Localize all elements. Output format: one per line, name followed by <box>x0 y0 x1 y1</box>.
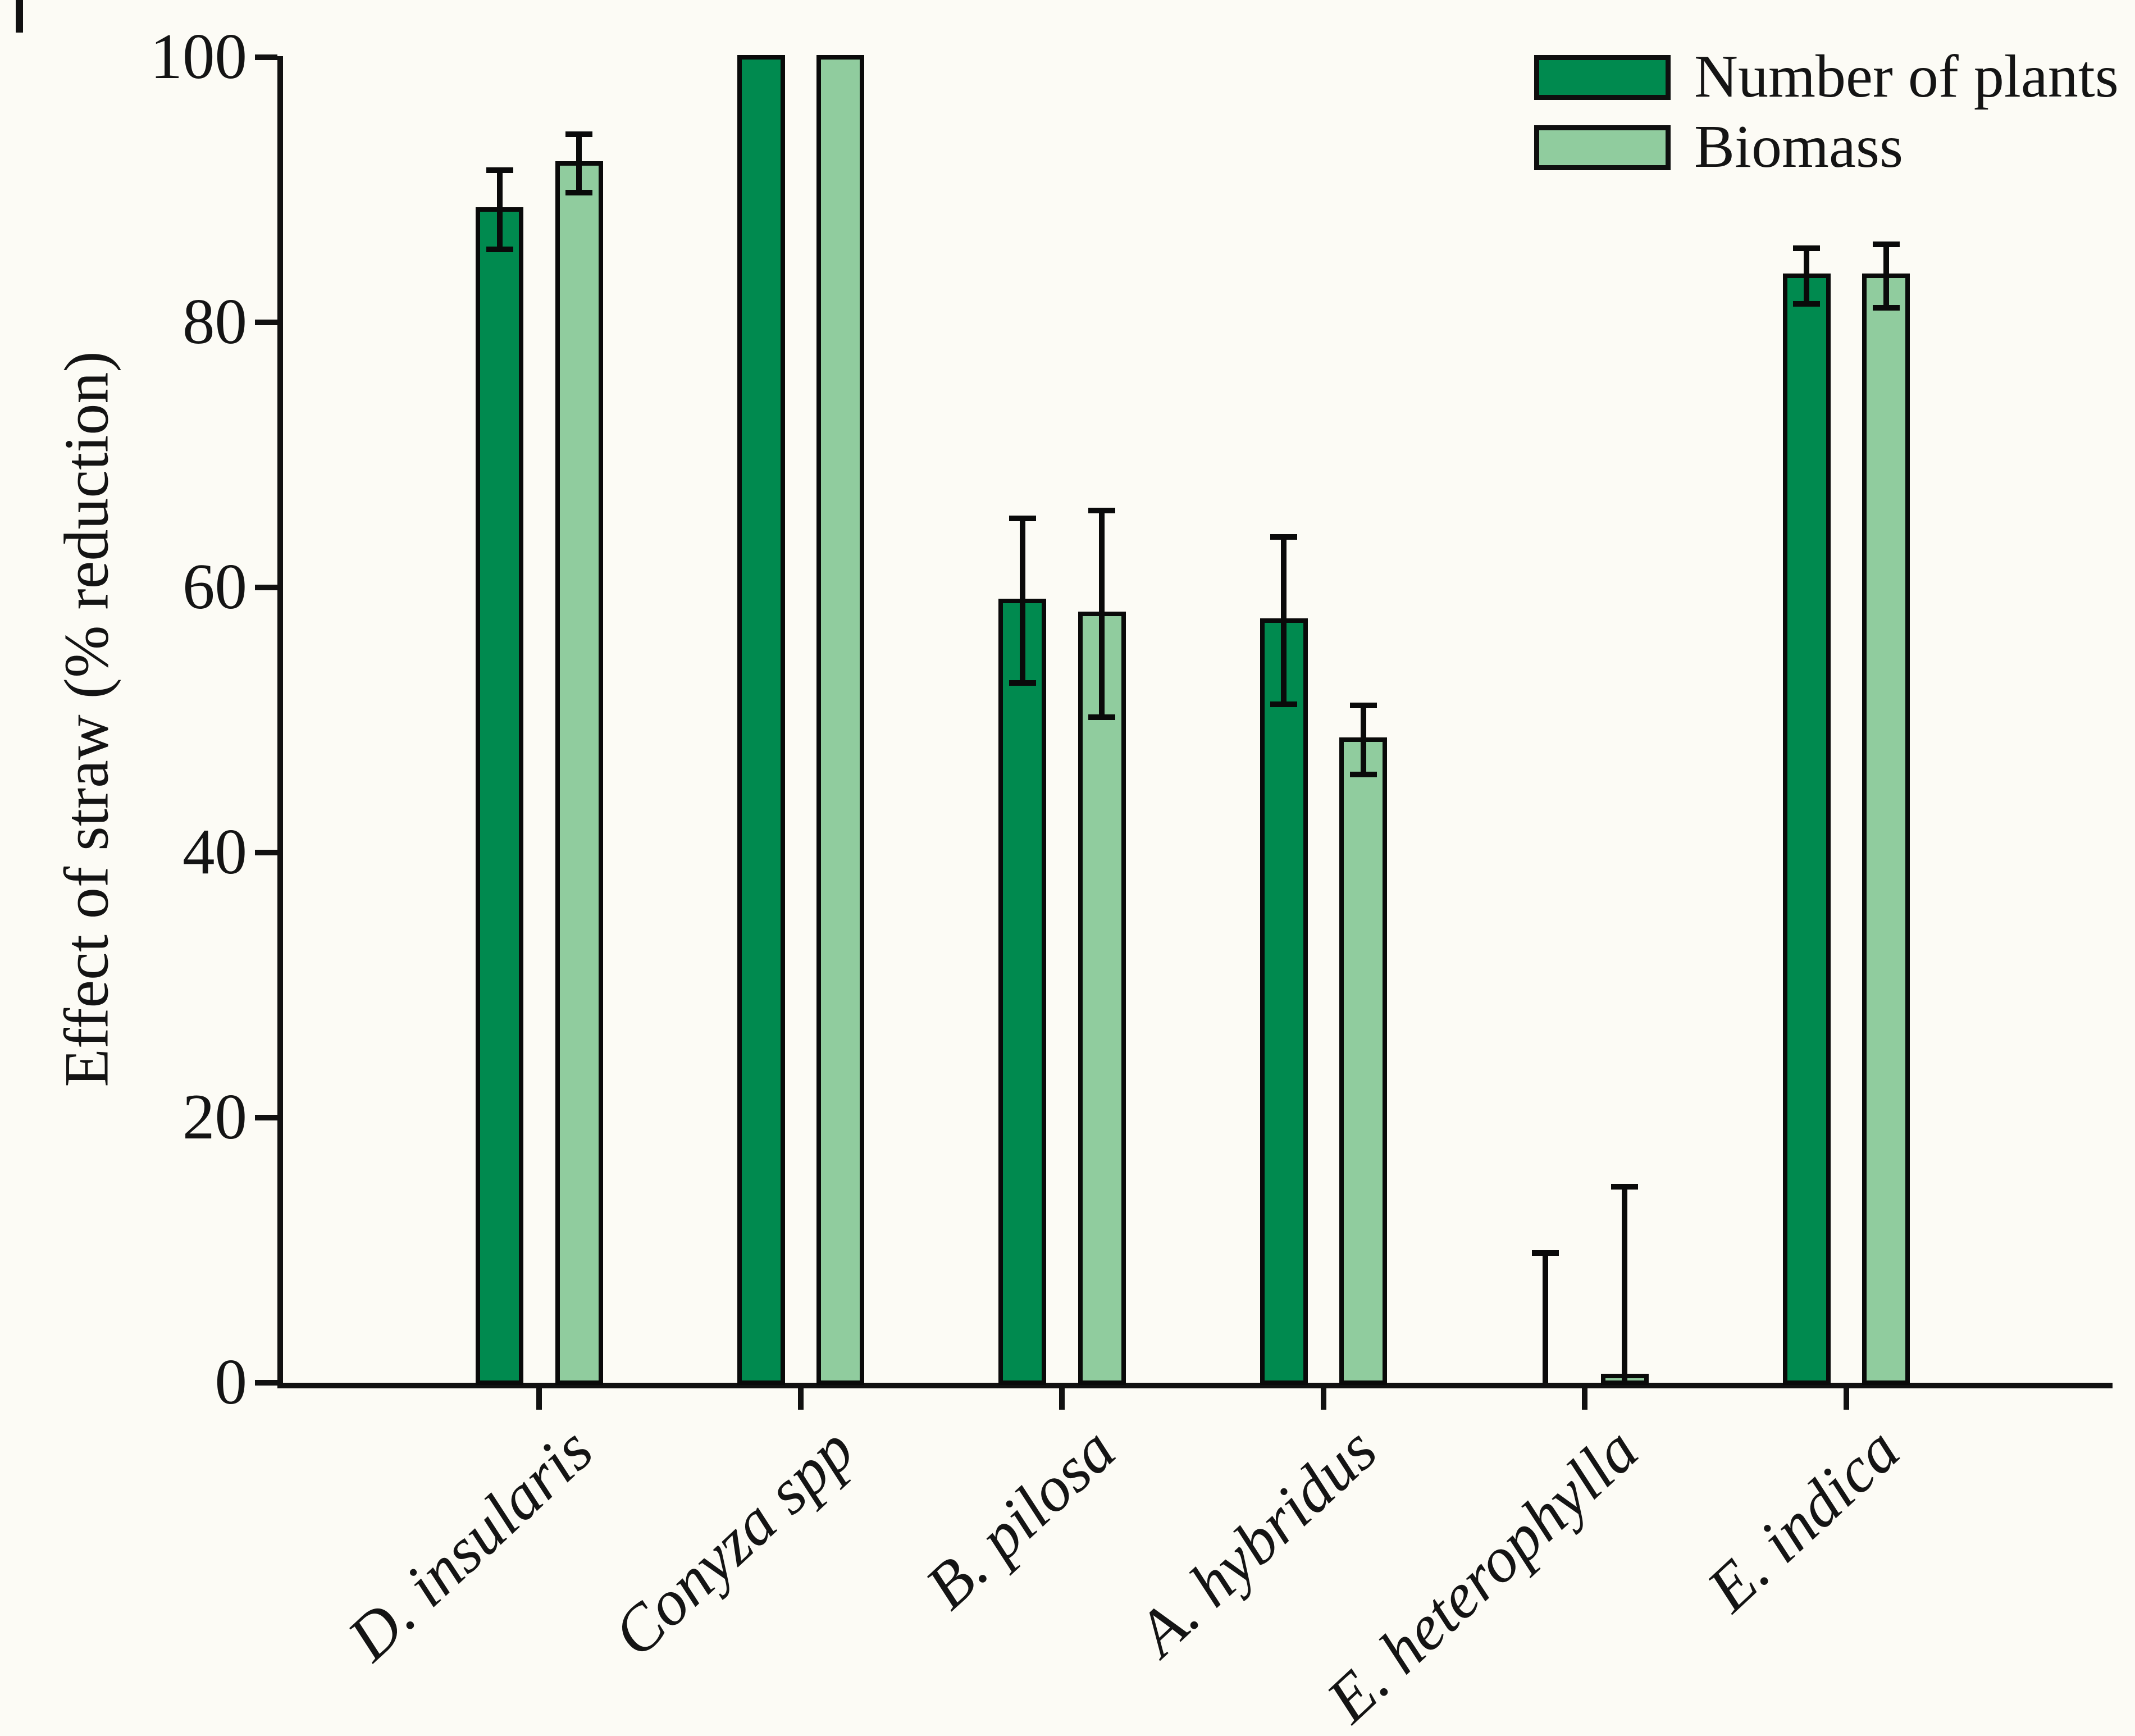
error-bar-top-cap <box>486 167 513 173</box>
error-bar-top-cap <box>1088 508 1115 514</box>
error-bar-line <box>1281 537 1287 704</box>
bar-biomass <box>555 161 603 1385</box>
y-tick <box>255 1115 277 1120</box>
x-tick <box>536 1388 542 1410</box>
error-bar-top-cap <box>1009 516 1036 522</box>
x-tick <box>1059 1388 1065 1410</box>
y-tick-label: 0 <box>215 1346 248 1418</box>
x-category-label: Conyza spp <box>599 1414 868 1670</box>
error-bar-top-cap <box>1270 534 1297 540</box>
error-bar-line <box>496 170 503 250</box>
x-category-label: E. indica <box>1694 1414 1913 1625</box>
error-bar-line <box>1622 1186 1627 1383</box>
error-bar-top-cap <box>1793 245 1820 251</box>
error-bar-bottom-cap <box>1872 305 1900 311</box>
error-bar-bottom-cap <box>1270 701 1297 707</box>
y-tick <box>255 585 277 590</box>
y-axis-title: Effect of straw (% reduction) <box>52 350 122 1087</box>
error-bar-top-cap <box>1611 1183 1638 1190</box>
error-bar-line <box>1360 705 1366 774</box>
error-bar-bottom-cap <box>565 189 592 195</box>
y-axis-line <box>277 56 283 1388</box>
y-tick-label: 40 <box>183 816 247 887</box>
legend-swatch-number-of-plants <box>1534 55 1671 100</box>
y-tick <box>255 320 277 325</box>
x-category-label: D. insularis <box>334 1414 606 1674</box>
x-category-label: B. pilosa <box>912 1414 1129 1623</box>
y-tick-label: 20 <box>183 1081 247 1152</box>
bar-number-of-plants <box>737 55 785 1385</box>
y-tick <box>255 1380 277 1386</box>
x-tick <box>1320 1388 1326 1410</box>
x-axis-line <box>277 1383 2113 1388</box>
error-bar-top-cap <box>1349 703 1377 709</box>
error-bar-top-cap <box>565 131 592 137</box>
error-bar-bottom-cap <box>1088 714 1115 721</box>
error-bar-bottom-cap <box>486 247 513 253</box>
bar-biomass <box>816 55 864 1385</box>
bar-number-of-plants <box>998 599 1046 1385</box>
x-tick <box>797 1388 804 1410</box>
y-tick-label: 80 <box>183 286 247 357</box>
error-bar-line <box>1019 518 1025 683</box>
bar-biomass <box>1862 274 1910 1385</box>
error-bar-line <box>576 134 582 193</box>
legend-label-number-of-plants: Number of plants <box>1694 43 2119 110</box>
y-tick-label: 60 <box>183 551 247 622</box>
y-tick-label: 100 <box>150 21 248 92</box>
bar-biomass <box>1078 612 1126 1385</box>
y-axis-title-column: Effect of straw (% reduction) <box>39 56 135 1382</box>
error-bar-line <box>1804 248 1809 304</box>
legend-label-biomass: Biomass <box>1694 113 1904 180</box>
x-tick <box>1843 1388 1849 1410</box>
x-tick <box>1582 1388 1587 1410</box>
y-tick <box>255 54 277 60</box>
error-bar-bottom-cap <box>1009 680 1036 686</box>
legend-swatch-biomass <box>1534 125 1671 170</box>
error-bar-bottom-cap <box>1793 300 1820 307</box>
error-bar-bottom-cap <box>1349 771 1377 777</box>
y-tick <box>255 850 277 855</box>
error-bar-line <box>1542 1252 1548 1383</box>
x-category-label: A. hybridus <box>1123 1414 1390 1669</box>
error-bar-line <box>1099 511 1105 718</box>
bar-number-of-plants <box>476 207 523 1385</box>
error-bar-line <box>1883 244 1889 308</box>
bar-number-of-plants <box>1782 274 1831 1385</box>
scan-artifact-mark <box>16 0 23 33</box>
error-bar-top-cap <box>1531 1250 1559 1256</box>
bar-biomass <box>1339 737 1387 1385</box>
bar-number-of-plants <box>1260 618 1308 1385</box>
error-bar-top-cap <box>1872 241 1900 247</box>
